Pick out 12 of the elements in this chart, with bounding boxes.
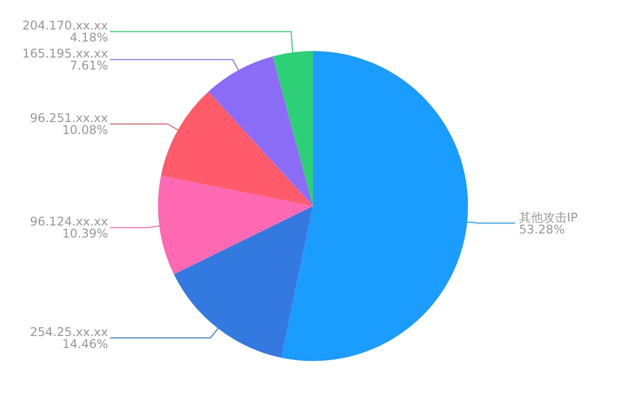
slice-label: 165.195.xx.xx <box>22 46 108 61</box>
data-label: 10.08% <box>62 123 108 138</box>
data-label: 4.18% <box>70 30 108 45</box>
data-label: 10.39% <box>62 226 108 241</box>
slice-label: 254.25.xx.xx <box>30 325 108 340</box>
slice-label: 204.170.xx.xx <box>22 18 108 33</box>
data-label: 7.61% <box>70 58 108 73</box>
slice-label: 96.124.xx.xx <box>30 214 108 229</box>
data-label: 14.46% <box>62 337 108 352</box>
slice-label: 96.251.xx.xx <box>30 111 108 126</box>
data-label: 53.28% <box>519 222 565 236</box>
slice-label: 其他攻击IP <box>519 210 578 224</box>
